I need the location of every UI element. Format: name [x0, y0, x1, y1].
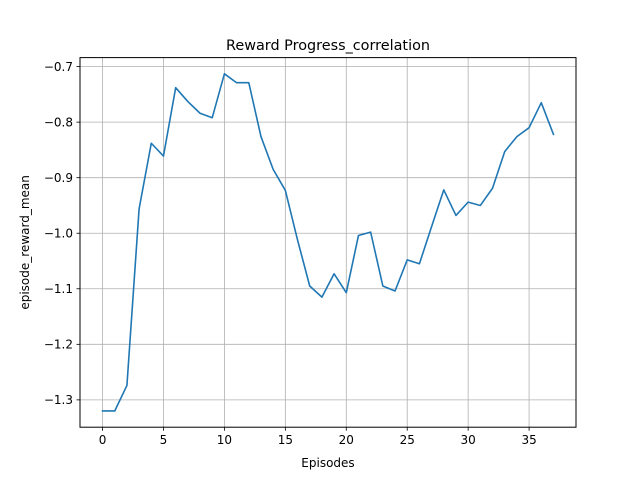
data-point — [210, 116, 214, 120]
data-point — [454, 213, 458, 217]
data-point — [478, 203, 482, 207]
x-tick-label: 20 — [339, 433, 354, 447]
data-point — [442, 188, 446, 192]
data-point — [344, 291, 348, 295]
y-tick-label: −1.1 — [44, 282, 73, 296]
data-point — [491, 186, 495, 190]
data-point — [539, 101, 543, 105]
y-tick-label: −0.7 — [44, 60, 73, 74]
data-point — [356, 233, 360, 237]
data-point — [259, 135, 263, 139]
chart-title: Reward Progress_correlation — [226, 38, 430, 54]
data-point — [320, 295, 324, 299]
data-point — [149, 141, 153, 145]
data-point — [113, 409, 117, 413]
x-tick-label: 0 — [99, 433, 107, 447]
y-tick-label: −1.2 — [44, 338, 73, 352]
y-axis-label: episode_reward_mean — [18, 175, 32, 310]
x-axis-ticks: 0 5 10 15 20 25 30 35 — [99, 427, 537, 447]
data-point — [369, 230, 373, 234]
x-tick-label: 10 — [217, 433, 232, 447]
data-point — [174, 86, 178, 90]
x-axis-label: Episodes — [301, 456, 354, 470]
data-point — [296, 238, 300, 242]
x-tick-label: 5 — [160, 433, 168, 447]
data-point — [515, 135, 519, 139]
data-point — [405, 258, 409, 262]
data-point — [186, 100, 190, 104]
data-point — [222, 72, 226, 76]
y-tick-label: −1.0 — [44, 227, 73, 241]
data-point — [332, 272, 336, 276]
x-tick-label: 15 — [278, 433, 293, 447]
data-point — [235, 81, 239, 85]
x-tick-label: 35 — [521, 433, 536, 447]
data-point — [308, 284, 312, 288]
data-point — [430, 225, 434, 229]
data-point — [466, 200, 470, 204]
data-point — [527, 126, 531, 130]
data-point — [247, 81, 251, 85]
data-point — [381, 284, 385, 288]
data-point — [198, 111, 202, 115]
data-point — [551, 132, 555, 136]
data-point — [137, 207, 141, 211]
y-tick-label: −0.9 — [44, 171, 73, 185]
series-layer — [101, 72, 555, 413]
data-point — [393, 289, 397, 293]
y-tick-label: −0.8 — [44, 115, 73, 129]
y-tick-label: −1.3 — [44, 393, 73, 407]
data-point — [417, 262, 421, 266]
x-tick-label: 30 — [461, 433, 476, 447]
plot-frame — [79, 57, 577, 428]
data-point — [101, 409, 105, 413]
data-point — [503, 150, 507, 154]
grid-lines — [80, 57, 576, 428]
y-axis-ticks: −1.3 −1.2 −1.1 −1.0 −0.9 −0.8 −0.7 — [44, 60, 80, 407]
series-line — [101, 73, 555, 412]
data-point — [271, 167, 275, 171]
data-point — [283, 188, 287, 192]
x-tick-label: 25 — [400, 433, 415, 447]
data-point — [125, 383, 129, 387]
data-point — [161, 154, 165, 158]
